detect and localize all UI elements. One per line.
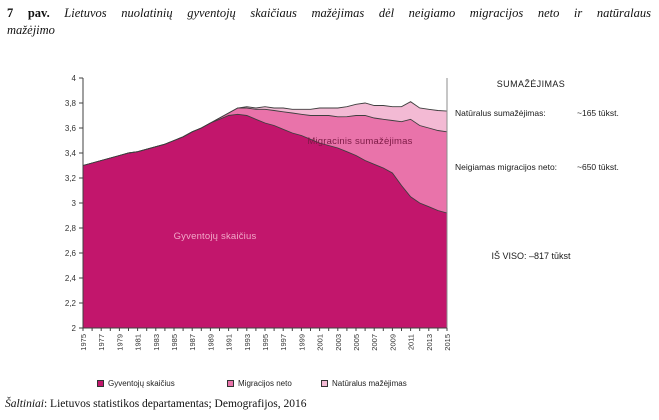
x-tick-label: 1975	[79, 334, 88, 351]
x-tick-label: 1979	[115, 334, 124, 351]
x-tick-label: 2007	[370, 334, 379, 351]
x-tick-label: 1983	[152, 334, 161, 351]
area-label-population: Gyventojų skaičius	[173, 231, 257, 242]
legend-item-migration: Migracijos neto	[227, 379, 292, 388]
x-tick-label: 1987	[188, 334, 197, 351]
legend-swatch-population-icon	[97, 380, 104, 387]
y-tick-label: 3,8	[65, 99, 77, 108]
y-tick-label: 2,8	[65, 224, 77, 233]
y-tick-label: 2,4	[65, 274, 77, 283]
x-tick-label: 1981	[134, 334, 143, 351]
x-tick-label: 2011	[407, 334, 416, 350]
y-tick-label: 3,2	[65, 174, 77, 183]
legend-label-natural: Natūralus mažėjimas	[332, 379, 407, 388]
x-tick-label: 2015	[443, 334, 452, 351]
migration-net-value: ~650 tūkst.	[577, 162, 619, 172]
source-line: Šaltiniai: Lietuvos statistikos departam…	[5, 398, 307, 410]
y-tick-label: 3,4	[65, 149, 77, 158]
legend-item-population: Gyventojų skaičius	[97, 379, 175, 388]
x-tick-label: 1999	[297, 334, 306, 351]
y-tick-label: 2,2	[65, 299, 77, 308]
figure-caption-line1: 7 pav. Lietuvos nuolatinių gyventojų ska…	[7, 5, 651, 22]
figure-caption-line2: mažėjimo	[7, 23, 55, 37]
legend-item-natural: Natūralus mažėjimas	[321, 379, 407, 388]
source-prefix: Šaltiniai	[5, 398, 44, 410]
x-tick-label: 2005	[352, 334, 361, 351]
y-tick-label: 2,6	[65, 249, 77, 258]
y-tick-label: 4	[72, 74, 77, 83]
figure-caption-text: Lietuvos nuolatinių gyventojų skaičiaus …	[64, 6, 652, 20]
legend-swatch-migration-icon	[227, 380, 234, 387]
natural-decrease-value: ~165 tūkst.	[577, 108, 619, 118]
source-text: : Lietuvos statistikos departamentas; De…	[43, 398, 307, 410]
panel-heading: SUMAŽĖJIMAS	[496, 79, 566, 89]
population-area-outline	[82, 113, 448, 214]
x-tick-label: 1977	[97, 334, 106, 351]
x-tick-label: 1993	[243, 334, 252, 351]
population-area	[83, 114, 447, 328]
x-tick-label: 1995	[261, 334, 270, 351]
x-tick-label: 2009	[388, 334, 397, 351]
x-tick-label: 2001	[316, 334, 325, 351]
x-tick-label: 2003	[334, 334, 343, 351]
migration-net-label: Neigiamas migracijos neto:	[455, 162, 558, 172]
x-tick-label: 1985	[170, 334, 179, 351]
area-label-migration: Migracinis sumažėjimas	[307, 136, 413, 147]
figure-number: 7 pav.	[7, 6, 50, 20]
legend-label-migration: Migracijos neto	[238, 379, 292, 388]
x-tick-label: 1991	[225, 334, 234, 351]
y-tick-label: 3	[72, 199, 77, 208]
legend-label-population: Gyventojų skaičius	[108, 379, 175, 388]
x-tick-label: 2013	[425, 334, 434, 351]
figure-caption: 7 pav. Lietuvos nuolatinių gyventojų ska…	[7, 5, 651, 39]
x-tick-label: 1989	[206, 334, 215, 351]
x-tick-label: 1997	[279, 334, 288, 351]
legend-swatch-natural-icon	[321, 380, 328, 387]
total-decrease-value: IŠ VISO: –817 tūkst	[491, 251, 571, 261]
y-tick-label: 3,6	[65, 124, 77, 133]
y-tick-label: 2	[72, 324, 77, 333]
natural-decrease-label: Natūralus sumažėjimas:	[455, 108, 546, 118]
